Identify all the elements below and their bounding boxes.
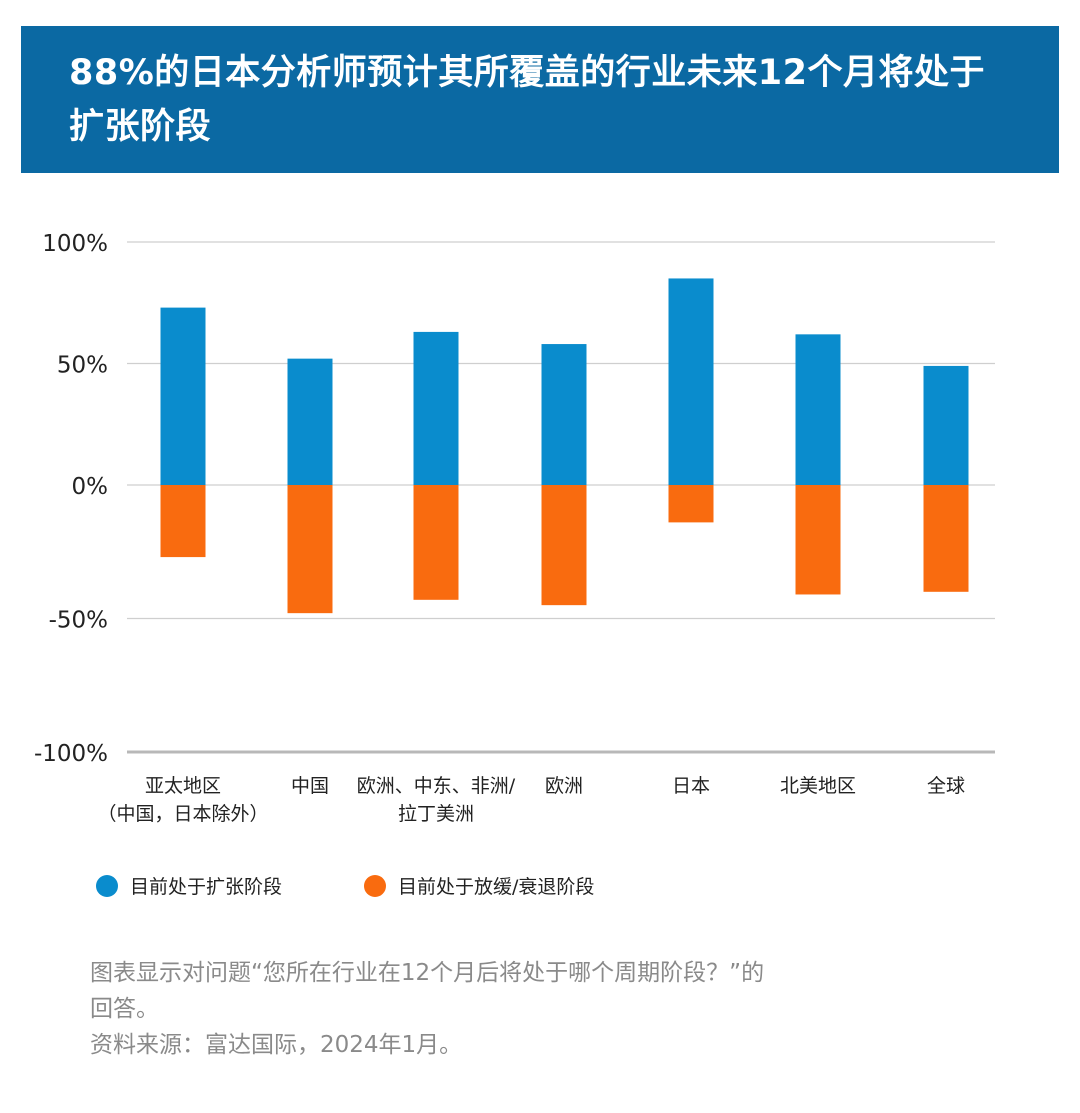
caption-source: 资料来源：富达国际，2024年1月。 (90, 1032, 463, 1058)
x-category-label: 拉丁美洲 (398, 803, 474, 825)
bar-expansion (160, 307, 206, 485)
bar-expansion (923, 365, 969, 485)
x-category-label: 北美地区 (780, 775, 856, 797)
bar-slowdown (160, 485, 206, 558)
bar-expansion (287, 358, 333, 485)
legend-swatch-expansion (96, 874, 118, 897)
chart-title: 88%的日本分析师预计其所覆盖的行业未来12个月将处于扩张阶段 (69, 53, 985, 147)
x-category-label: 中国 (291, 775, 329, 797)
bar-expansion (541, 344, 587, 485)
legend-label-expansion: 目前处于扩张阶段 (130, 876, 283, 898)
x-category-label: （中国，日本除外） (97, 803, 268, 825)
legend-label-slowdown: 目前处于放缓/衰退阶段 (398, 876, 595, 898)
legend-item-expansion: 目前处于扩张阶段 (96, 872, 282, 899)
bar-slowdown (413, 485, 459, 600)
x-category-label: 日本 (672, 775, 710, 797)
bar-chart: 100% 50% 0% -50% -100% 亚太地区 （中国，日本除外） 中国 欧洲、中东、非… (34, 231, 995, 825)
bar-expansion (668, 278, 714, 485)
y-tick-label: 0% (72, 474, 109, 500)
caption-question: 图表显示对问题“您所在行业在12个月后将处于哪个周期阶段？”的 (90, 960, 765, 986)
chart-caption: 图表显示对问题“您所在行业在12个月后将处于哪个周期阶段？”的 回答。 资料来源… (90, 955, 1010, 1063)
x-category-label: 全球 (927, 775, 965, 797)
bar-slowdown (923, 485, 969, 592)
y-tick-label: -50% (49, 608, 108, 634)
legend-item-slowdown: 目前处于放缓/衰退阶段 (364, 872, 594, 899)
bar-slowdown (541, 485, 587, 606)
y-tick-label: 50% (57, 353, 108, 379)
bar-slowdown (668, 485, 714, 523)
caption-answer: 回答。 (90, 996, 159, 1022)
y-tick-label: -100% (34, 741, 108, 767)
x-category-label: 欧洲、中东、非洲/ (357, 775, 516, 797)
title-banner: 88%的日本分析师预计其所覆盖的行业未来12个月将处于扩张阶段 (21, 26, 1059, 173)
y-tick-label: 100% (42, 231, 108, 257)
bar-slowdown (795, 485, 841, 595)
x-category-label: 亚太地区 (145, 775, 221, 797)
legend-swatch-slowdown (364, 874, 386, 897)
bar-expansion (413, 331, 459, 485)
x-category-label: 欧洲 (545, 775, 583, 797)
bar-expansion (795, 334, 841, 485)
bar-slowdown (287, 485, 333, 614)
